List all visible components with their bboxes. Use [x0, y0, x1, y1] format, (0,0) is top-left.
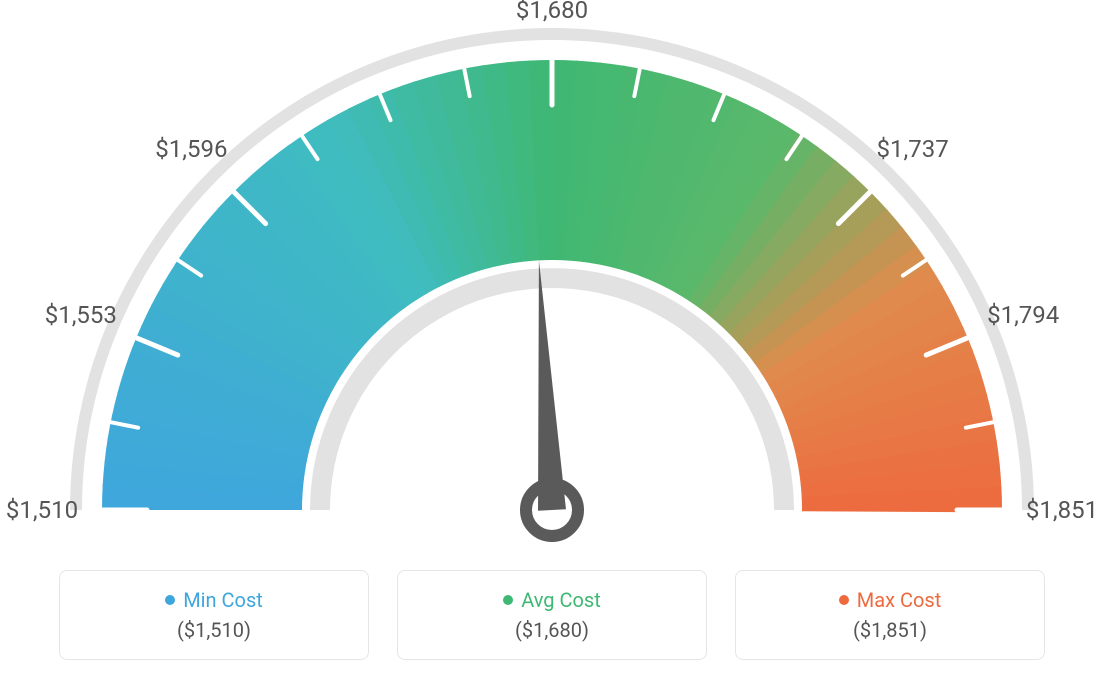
gauge-tick-label: $1,794: [987, 301, 1059, 329]
dot-icon: [165, 595, 175, 605]
legend-card-avg: Avg Cost ($1,680): [397, 570, 707, 660]
gauge-tick-label: $1,510: [6, 496, 78, 524]
gauge-tick-label: $1,553: [45, 301, 117, 329]
legend-value-avg: ($1,680): [515, 618, 589, 642]
gauge-tick-label: $1,851: [1026, 496, 1098, 524]
gauge-tick-label: $1,680: [516, 0, 588, 24]
legend-label: Max Cost: [857, 588, 942, 612]
legend-title-max: Max Cost: [839, 588, 942, 612]
legend-title-min: Min Cost: [165, 588, 263, 612]
gauge-tick-label: $1,737: [877, 135, 949, 163]
legend-label: Avg Cost: [521, 588, 601, 612]
dot-icon: [839, 595, 849, 605]
gauge-tick-label: $1,596: [155, 135, 227, 163]
legend-row: Min Cost ($1,510) Avg Cost ($1,680) Max …: [0, 570, 1104, 660]
legend-title-avg: Avg Cost: [503, 588, 601, 612]
dot-icon: [503, 595, 513, 605]
legend-card-min: Min Cost ($1,510): [59, 570, 369, 660]
cost-gauge: $1,510 $1,553 $1,596 $1,680 $1,737 $1,794 $1,8…: [0, 0, 1104, 560]
gauge-svg: [0, 0, 1104, 560]
legend-value-min: ($1,510): [177, 618, 251, 642]
legend-value-max: ($1,851): [853, 618, 927, 642]
legend-label: Min Cost: [183, 588, 263, 612]
legend-card-max: Max Cost ($1,851): [735, 570, 1045, 660]
